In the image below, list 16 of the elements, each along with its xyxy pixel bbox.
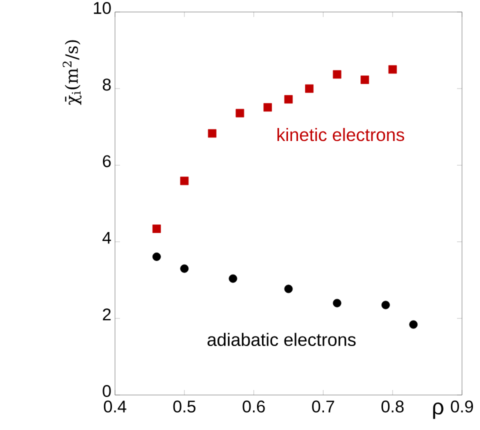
- y-tick-label: 6: [102, 155, 111, 168]
- x-tick-label: 0.5: [173, 400, 196, 413]
- y-tick-label: 8: [102, 78, 111, 91]
- x-tick-label: 0.6: [242, 400, 265, 413]
- y-tick-label: 4: [102, 232, 111, 244]
- x-axis-title: ρ: [433, 402, 444, 419]
- y-tick-label: 10: [94, 2, 111, 14]
- series-label: kinetic electrons: [277, 128, 404, 142]
- series-label: adiabatic electrons: [208, 332, 356, 346]
- x-tick-label: 0.8: [381, 400, 404, 413]
- y-axis-title: χ̄$_{i}$(m$^{2}$/s): [62, 40, 82, 105]
- y-tick-label: 0: [102, 385, 111, 397]
- y-tick-label: 2: [102, 308, 111, 320]
- x-tick-label: 0.7: [312, 400, 334, 413]
- x-tick-label: 0.4: [104, 400, 126, 413]
- x-tick-label: 0.9: [450, 400, 473, 413]
